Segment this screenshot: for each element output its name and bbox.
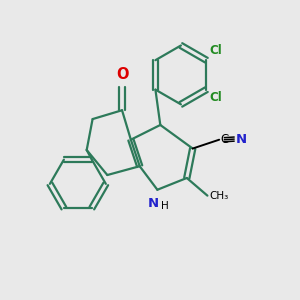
Text: CH₃: CH₃ (210, 191, 229, 201)
Text: Cl: Cl (209, 91, 222, 104)
Text: Cl: Cl (209, 44, 222, 57)
Text: N: N (147, 197, 158, 210)
Text: N: N (236, 133, 247, 146)
Text: C: C (221, 133, 229, 146)
Text: O: O (116, 67, 128, 82)
Text: H: H (161, 201, 169, 211)
